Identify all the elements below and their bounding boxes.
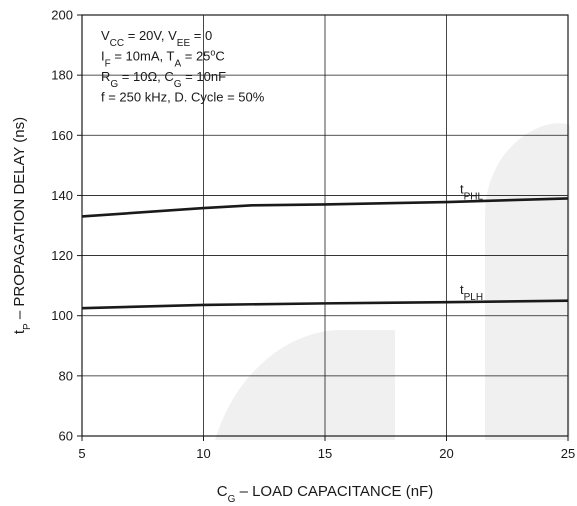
series: tPHL tPLH	[81, 182, 569, 310]
y-tick-label-160: 160	[51, 128, 73, 143]
annotation-line-2: IF = 10mA, TA = 25oC	[101, 48, 225, 70]
watermark-shape-right	[485, 123, 570, 440]
watermark	[215, 123, 570, 440]
x-axis-label: CG – LOAD CAPACITANCE (nF)	[217, 483, 433, 505]
annotation-line-4: f = 250 kHz, D. Cycle = 50%	[101, 90, 265, 105]
x-tick-label-15: 15	[318, 446, 332, 461]
x-tick-label-10: 10	[196, 446, 210, 461]
series-label-phl: tPHL	[460, 182, 484, 203]
series-label-plh: tPLH	[460, 282, 483, 303]
y-tick-label-140: 140	[51, 188, 73, 203]
watermark-shape-left	[215, 330, 395, 440]
y-tick-label-60: 60	[59, 429, 73, 444]
y-tick-label-120: 120	[51, 248, 73, 263]
series-line-phl	[81, 197, 569, 218]
x-tick-label-25: 25	[561, 446, 575, 461]
axis-ticks: 5 10 15 20 25 60 80 100 120 140 160 180 200	[51, 8, 575, 462]
y-tick-label-80: 80	[59, 368, 73, 383]
y-tick-label-200: 200	[51, 8, 73, 23]
x-tick-label-5: 5	[78, 446, 85, 461]
y-tick-label-100: 100	[51, 308, 73, 323]
annotation-line-1: VCC = 20V, VEE = 0	[101, 28, 212, 49]
grid	[82, 15, 568, 436]
y-tick-label-180: 180	[51, 68, 73, 83]
conditions-annotation: VCC = 20V, VEE = 0IF = 10mA, TA = 25oCRG…	[101, 28, 265, 105]
x-tick-label-20: 20	[439, 446, 453, 461]
y-axis-label: tP – PROPAGATION DELAY (ns)	[11, 117, 33, 334]
series-line-plh	[81, 299, 569, 310]
annotation-line-3: RG = 10Ω, CG = 10nF	[101, 69, 226, 90]
